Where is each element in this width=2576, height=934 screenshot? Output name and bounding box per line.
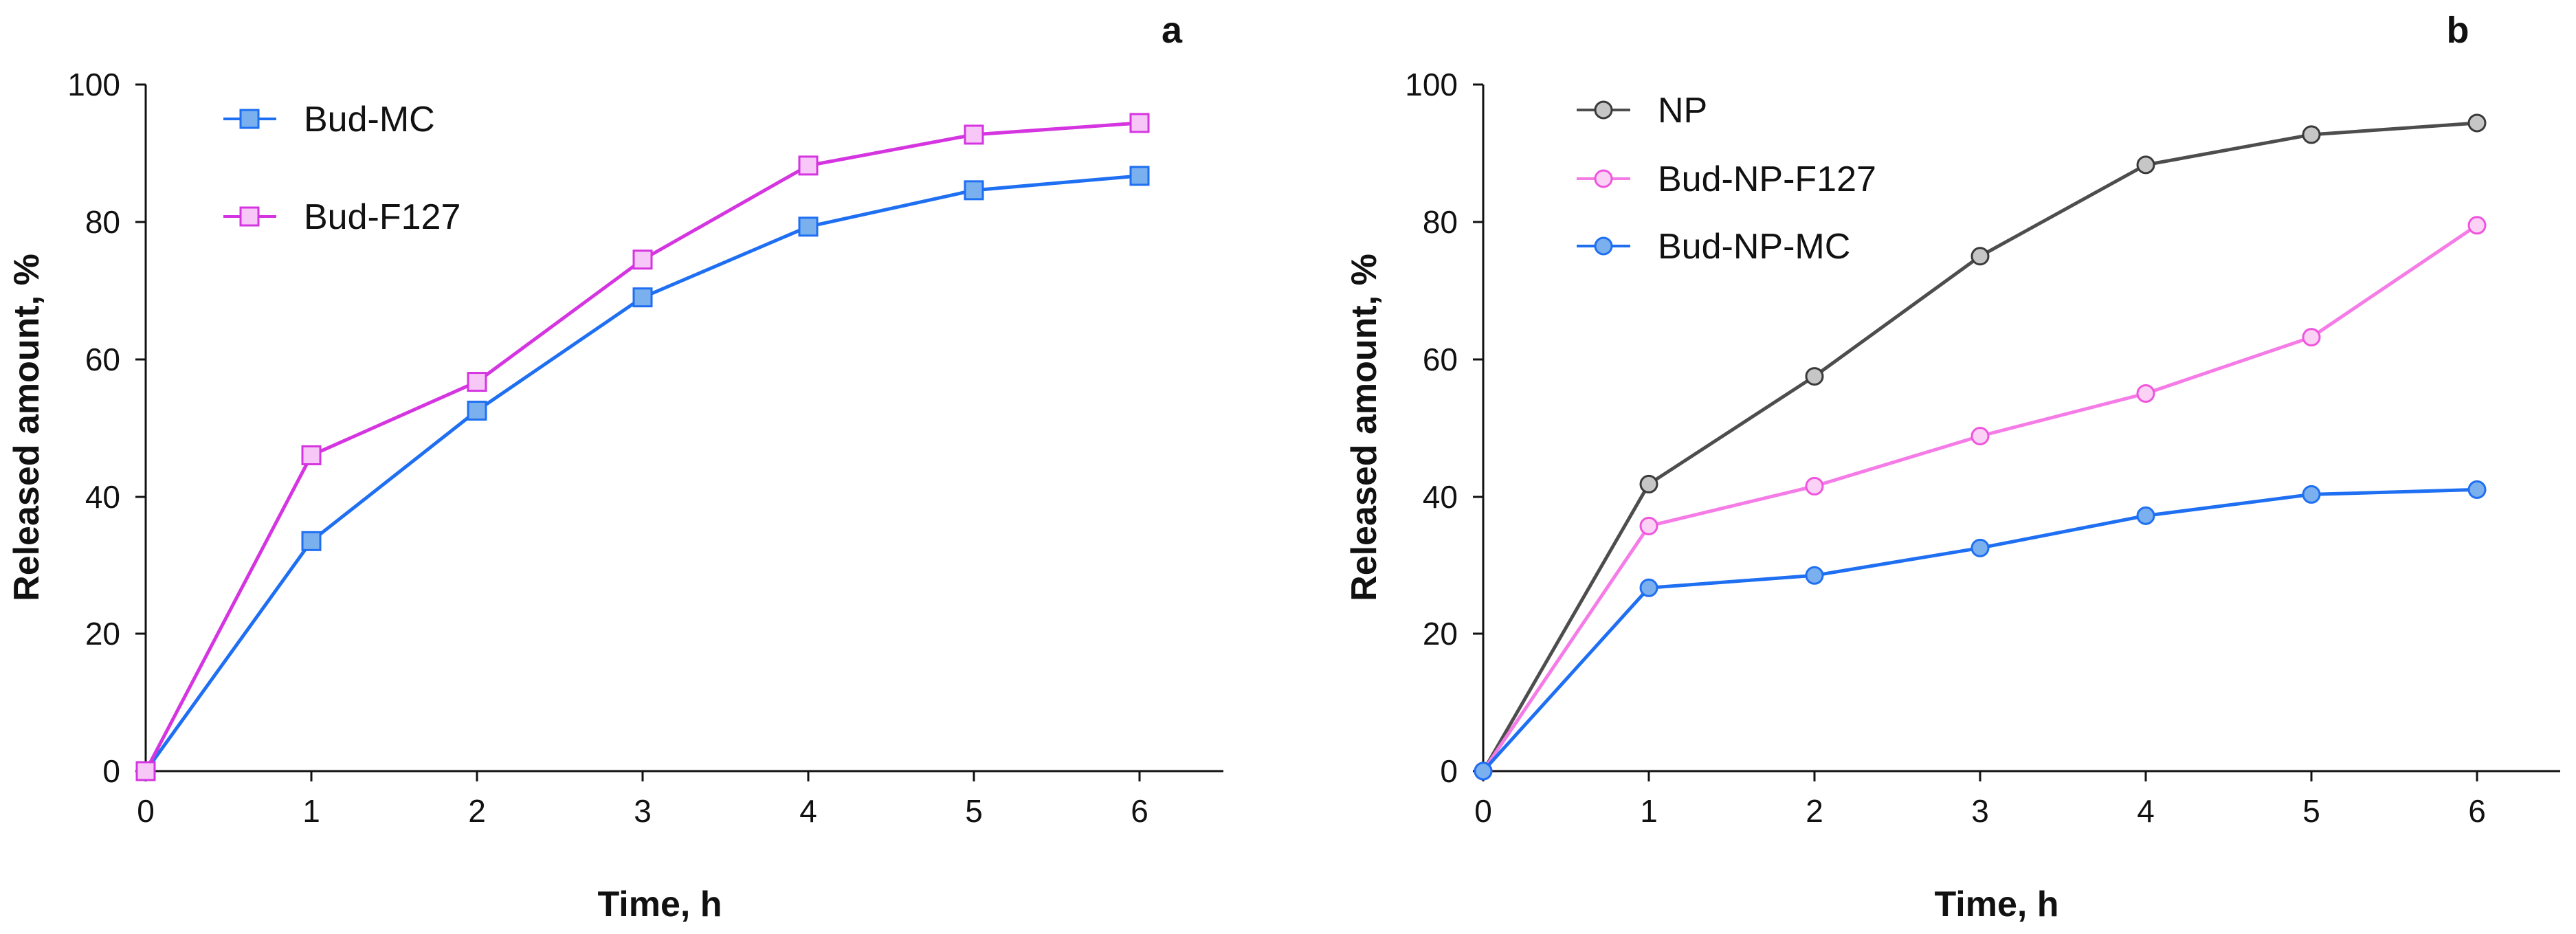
y-tick-label: 80: [85, 204, 120, 240]
legend-marker: [239, 206, 260, 227]
x-tick-label: 2: [468, 793, 486, 829]
panel-b-x-ticks: 0 1 2 3 4 5 6: [1474, 771, 2486, 829]
data-point-np-4: [2136, 155, 2155, 175]
data-point-bud-np-f127-4: [2136, 384, 2155, 403]
panel-b-letter: b: [2447, 10, 2469, 51]
y-tick-label: 0: [1440, 753, 1458, 789]
data-point-np-2: [1805, 367, 1824, 386]
data-point-bud-mc-5: [964, 180, 984, 201]
x-tick-label: 3: [634, 793, 652, 829]
legend-label: Bud-NP-F127: [1658, 159, 1876, 199]
data-point-bud-f127-6: [1129, 113, 1150, 133]
data-point-bud-mc-3: [632, 287, 653, 308]
y-tick-label: 20: [1423, 616, 1458, 652]
x-tick-label: 4: [799, 793, 817, 829]
y-tick-label: 80: [1423, 204, 1458, 240]
data-point-bud-f127-1: [301, 445, 322, 465]
legend-entry-bud-mc: Bud-MC: [223, 100, 435, 140]
x-tick-label: 6: [1131, 793, 1148, 829]
x-tick-label: 5: [2302, 793, 2320, 829]
x-tick-label: 5: [965, 793, 983, 829]
data-point-bud-mc-2: [467, 401, 487, 421]
legend-label: Bud-NP-MC: [1658, 227, 1850, 267]
legend-label: Bud-MC: [304, 100, 435, 140]
legend-marker: [239, 109, 260, 129]
legend-marker: [1594, 100, 1613, 120]
panel-b-y-axis-title: Released amount, %: [1344, 254, 1384, 601]
series-line-np: [1481, 121, 2478, 772]
legend-entry-bud-np-mc: Bud-NP-MC: [1577, 227, 1850, 267]
data-point-bud-np-f127-1: [1639, 516, 1658, 535]
data-point-bud-mc-4: [798, 216, 819, 237]
x-tick-label: 1: [302, 793, 320, 829]
data-point-bud-np-mc-6: [2467, 480, 2487, 499]
data-point-np-1: [1639, 474, 1658, 493]
data-point-bud-f127-4: [798, 155, 819, 176]
x-tick-label: 2: [1806, 793, 1823, 829]
legend-label: Bud-F127: [304, 197, 460, 237]
y-tick-label: 20: [85, 616, 120, 652]
legend-entry-bud-np-f127: Bud-NP-F127: [1577, 159, 1876, 199]
series-line-bud-np-f127: [1481, 223, 2478, 772]
panel-a-y-axis-title: Released amount, %: [7, 254, 47, 601]
x-tick-label: 0: [1474, 793, 1492, 829]
data-point-bud-f127-5: [964, 124, 984, 145]
legend-marker: [1594, 236, 1613, 256]
data-point-bud-np-mc-2: [1805, 566, 1824, 585]
data-point-bud-f127-3: [632, 249, 653, 270]
x-tick-label: 0: [137, 793, 155, 829]
legend-label: NP: [1658, 91, 1707, 131]
data-point-bud-np-mc-1: [1639, 578, 1658, 597]
legend-entry-bud-f127: Bud-F127: [223, 197, 460, 237]
data-point-bud-np-f127-3: [1970, 426, 1990, 445]
panel-b-y-ticks: 0 20 40 60 80 100: [1405, 67, 1483, 789]
data-point-bud-np-mc-5: [2302, 485, 2321, 504]
x-tick-label: 1: [1640, 793, 1658, 829]
legend-marker: [1594, 169, 1613, 188]
x-tick-label: 6: [2468, 793, 2486, 829]
series-line-bud-np-mc: [1482, 487, 2478, 772]
y-tick-label: 60: [85, 342, 120, 377]
panel-a-x-axis-title: Time, h: [597, 885, 722, 924]
panel-a-y-ticks: 0 20 40 60 80 100: [67, 67, 146, 789]
panel-a: 0 20 40 60 80 100 0 1 2 3 4 5 6 Time, h …: [7, 10, 1223, 924]
data-point-bud-np-f127-2: [1805, 476, 1824, 496]
x-tick-label: 4: [2137, 793, 2155, 829]
x-tick-label: 3: [1971, 793, 1989, 829]
data-point-bud-np-mc-3: [1970, 538, 1990, 557]
data-point-bud-np-f127-5: [2302, 328, 2321, 347]
data-point-np-3: [1970, 247, 1990, 266]
y-tick-label: 0: [102, 753, 120, 789]
panel-a-x-ticks: 0 1 2 3 4 5 6: [137, 771, 1148, 829]
data-point-bud-np-mc-0: [1474, 761, 1493, 781]
y-tick-label: 100: [1405, 67, 1458, 102]
panel-a-legend: Bud-MC Bud-F127: [223, 100, 460, 237]
y-tick-label: 60: [1423, 342, 1458, 377]
y-tick-label: 40: [1423, 479, 1458, 515]
series-line-bud-f127: [144, 121, 1140, 772]
data-point-bud-np-f127-6: [2467, 216, 2487, 235]
y-tick-label: 100: [67, 67, 120, 102]
data-point-bud-mc-1: [301, 531, 322, 551]
data-point-bud-f127-2: [467, 372, 487, 392]
data-point-np-6: [2467, 113, 2487, 133]
data-point-bud-np-mc-4: [2136, 506, 2155, 525]
panel-a-letter: a: [1162, 10, 1183, 51]
panel-b-plot-area: [1474, 113, 2487, 781]
panel-b-legend: NP Bud-NP-F127 Bud-NP-MC: [1577, 91, 1876, 267]
legend-entry-np: NP: [1577, 91, 1707, 131]
data-point-bud-f127-0: [135, 761, 156, 781]
panel-a-plot-area: [135, 113, 1150, 781]
data-point-np-5: [2302, 125, 2321, 144]
data-point-bud-mc-6: [1129, 166, 1150, 186]
panel-b-x-axis-title: Time, h: [1934, 885, 2058, 924]
y-tick-label: 40: [85, 479, 120, 515]
panel-b: 0 20 40 60 80 100 0 1 2 3 4 5 6 Time, h …: [1344, 10, 2560, 924]
